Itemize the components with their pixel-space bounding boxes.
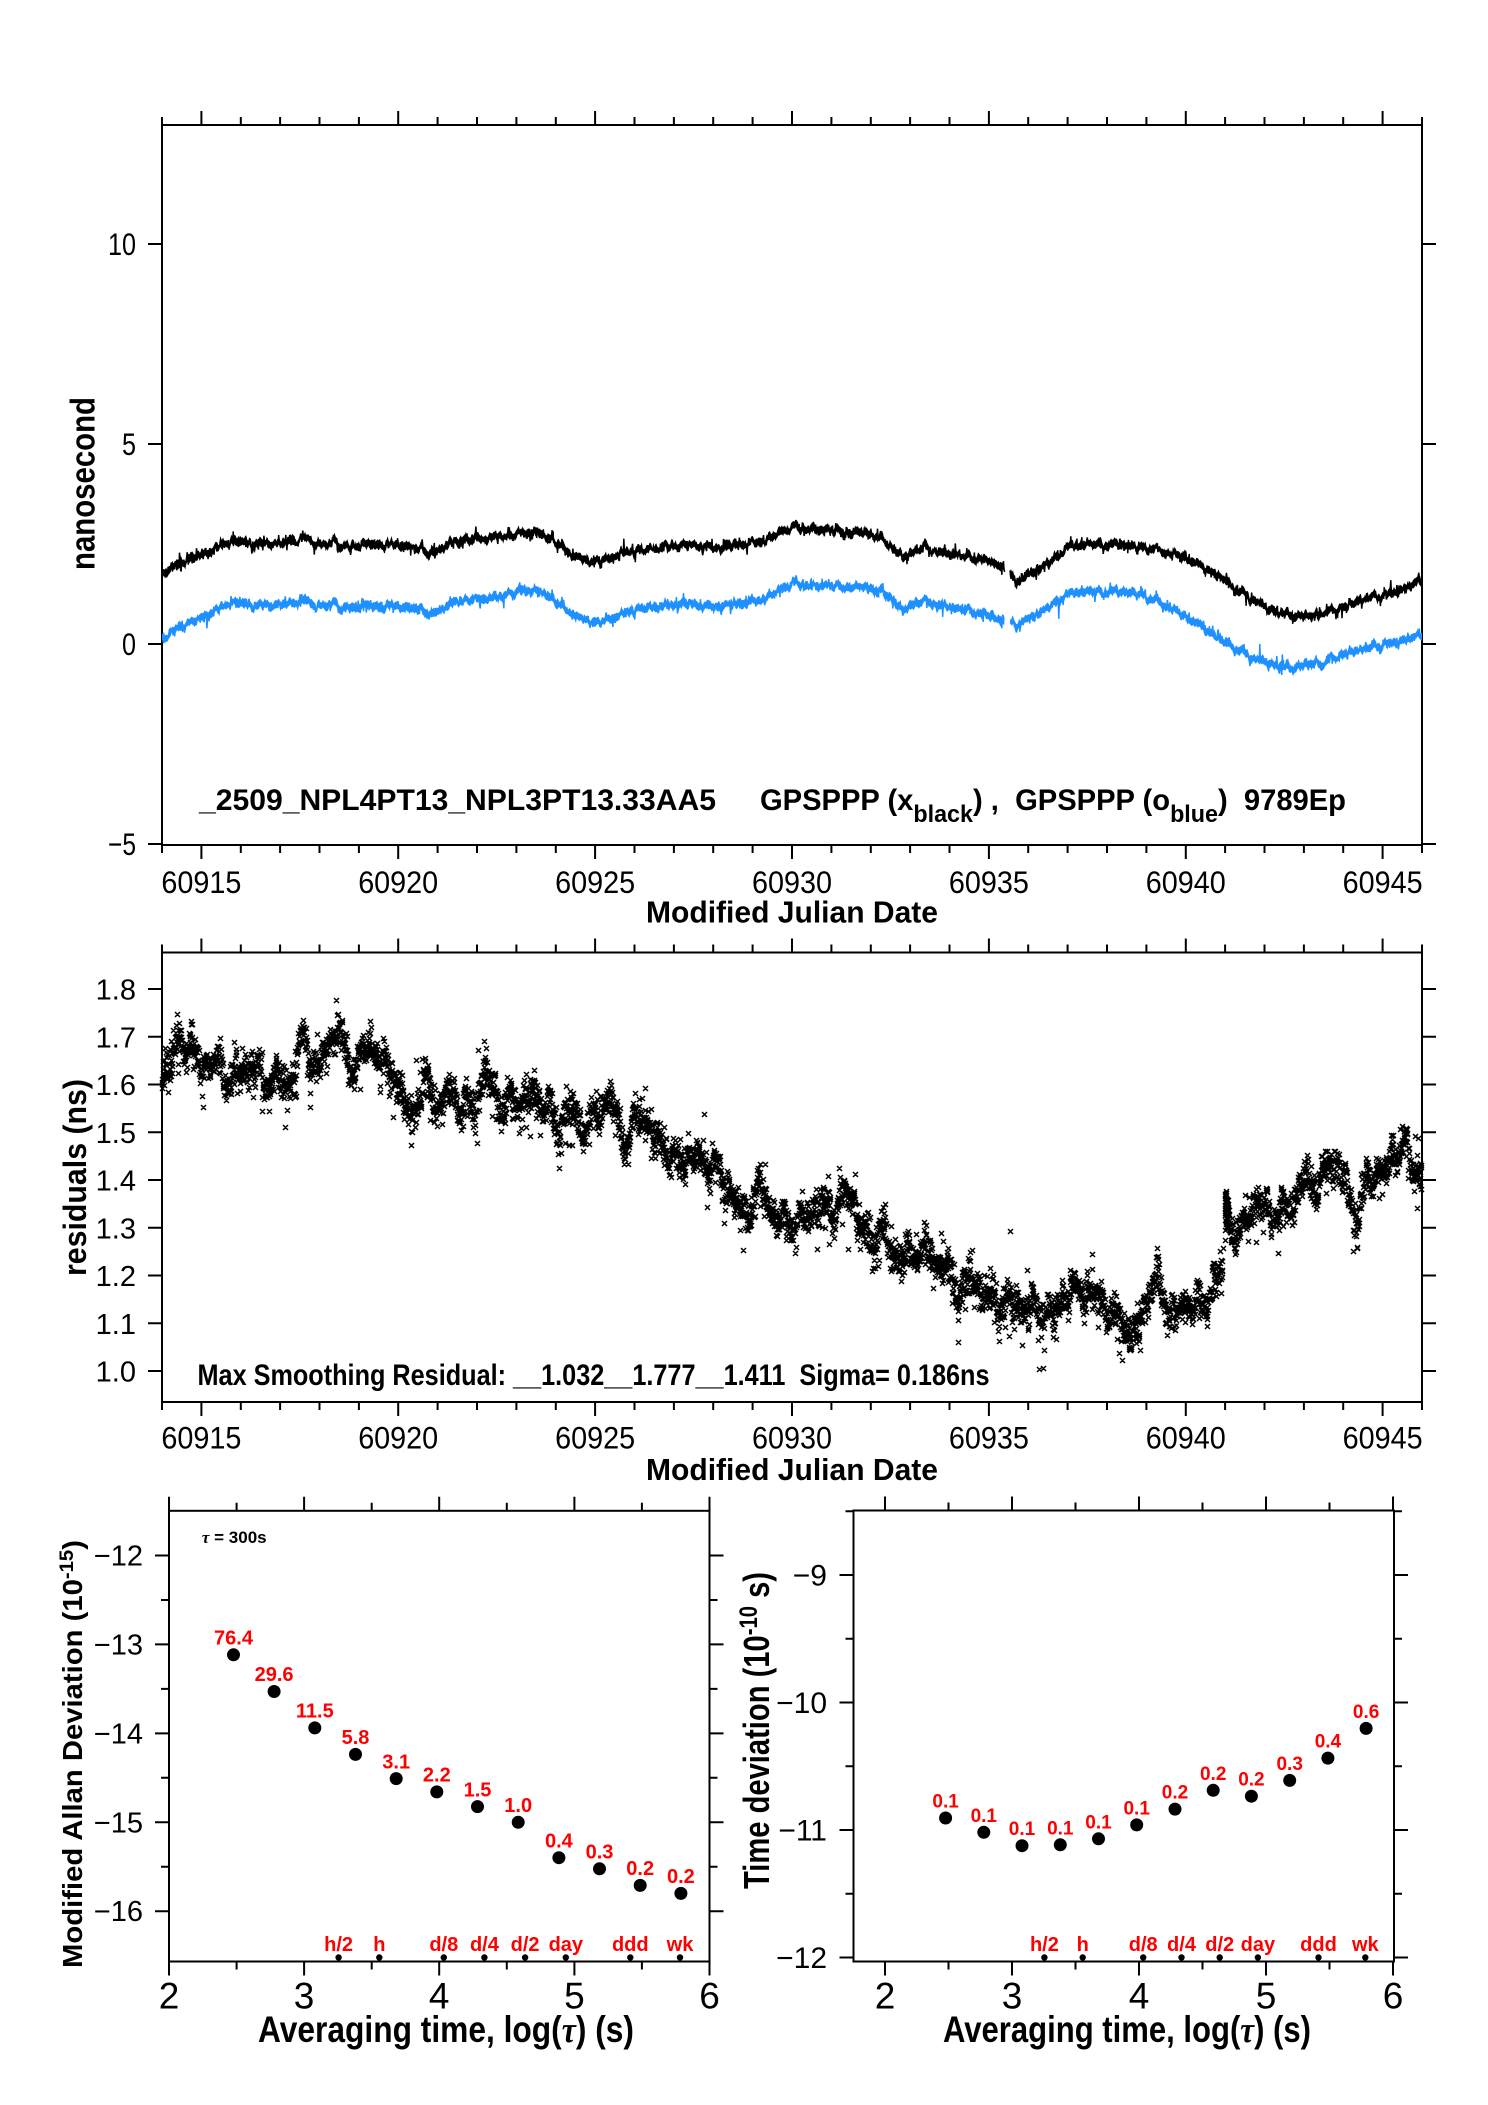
svg-text:residuals (ns): residuals (ns): [57, 1079, 93, 1276]
svg-text:60925: 60925: [555, 864, 635, 900]
svg-text:60930: 60930: [752, 1420, 832, 1456]
svg-text:wk: wk: [1351, 1934, 1380, 1956]
svg-text:3: 3: [1002, 1976, 1023, 2017]
svg-text:5: 5: [122, 426, 136, 462]
svg-text:h: h: [1077, 1934, 1089, 1956]
svg-text:1.4: 1.4: [96, 1166, 136, 1198]
svg-text:0.3: 0.3: [1276, 1754, 1302, 1775]
svg-text:0.2: 0.2: [626, 1858, 654, 1880]
svg-text:ddd: ddd: [612, 1934, 649, 1956]
svg-text:0.1: 0.1: [1085, 1812, 1112, 1833]
svg-text:0.1: 0.1: [932, 1792, 959, 1813]
svg-text:60925: 60925: [555, 1420, 635, 1456]
svg-text:60920: 60920: [358, 864, 438, 900]
svg-text:60915: 60915: [161, 1420, 241, 1456]
svg-text:−15: −15: [94, 1807, 143, 1839]
svg-text:6: 6: [699, 1976, 720, 2017]
svg-text:5.8: 5.8: [342, 1727, 370, 1749]
svg-text:d/8: d/8: [429, 1934, 458, 1956]
svg-text:10: 10: [108, 226, 136, 262]
svg-text:Averaging time, log(τ) (s): Averaging time, log(τ) (s): [943, 2008, 1311, 2051]
svg-text:1.1: 1.1: [96, 1309, 136, 1341]
svg-text:h/2: h/2: [1030, 1934, 1059, 1956]
svg-text:1.8: 1.8: [96, 975, 136, 1007]
svg-text:3.1: 3.1: [382, 1751, 410, 1773]
svg-text:1.5: 1.5: [464, 1779, 492, 1801]
svg-text:0.1: 0.1: [1009, 1819, 1036, 1840]
svg-text:0.3: 0.3: [586, 1842, 614, 1864]
svg-text:Modified Julian Date: Modified Julian Date: [646, 895, 938, 930]
svg-text:60930: 60930: [752, 864, 832, 900]
svg-text:29.6: 29.6: [255, 1664, 294, 1686]
svg-text:2: 2: [159, 1976, 180, 2017]
svg-text:d/8: d/8: [1129, 1934, 1158, 1956]
svg-text:day: day: [1241, 1934, 1276, 1956]
svg-text:0.4: 0.4: [545, 1830, 574, 1852]
svg-text:11.5: 11.5: [296, 1701, 334, 1723]
svg-text:ddd: ddd: [1300, 1934, 1337, 1956]
svg-text:Modified Julian Date: Modified Julian Date: [646, 1452, 938, 1487]
svg-text:1.5: 1.5: [96, 1118, 136, 1150]
svg-text:2: 2: [875, 1976, 896, 2017]
svg-text:0.4: 0.4: [1315, 1732, 1342, 1753]
svg-text:1.0: 1.0: [504, 1795, 532, 1817]
svg-text:0: 0: [122, 626, 136, 662]
svg-text:60945: 60945: [1343, 864, 1423, 900]
svg-text:0.2: 0.2: [1238, 1770, 1264, 1791]
svg-text:−5: −5: [108, 826, 136, 862]
svg-text:d/2: d/2: [511, 1934, 540, 1956]
svg-text:Max Smoothing Residual: __1.03: Max Smoothing Residual: __1.032__1.777__…: [198, 1359, 990, 1392]
svg-text:5: 5: [1256, 1976, 1277, 2017]
svg-text:3: 3: [294, 1976, 315, 2017]
svg-text:0.2: 0.2: [667, 1866, 695, 1888]
svg-text:d/4: d/4: [470, 1934, 500, 1956]
svg-text:0.1: 0.1: [971, 1806, 998, 1827]
svg-text:_2509_NPL4PT13_NPL3PT13.33AA5: _2509_NPL4PT13_NPL3PT13.33AA5: [198, 784, 716, 817]
svg-text:Modified Allan Deviation (10-1: Modified Allan Deviation (10-15): [57, 1540, 88, 1968]
svg-text:1.6: 1.6: [96, 1070, 136, 1102]
svg-text:day: day: [549, 1934, 584, 1956]
svg-text:60935: 60935: [949, 864, 1029, 900]
svg-text:−9: −9: [793, 1560, 827, 1593]
svg-text:−13: −13: [94, 1629, 143, 1661]
svg-text:60935: 60935: [949, 1420, 1029, 1456]
svg-text:−11: −11: [778, 1815, 827, 1848]
svg-text:0.1: 0.1: [1047, 1818, 1074, 1839]
svg-text:−12: −12: [94, 1541, 143, 1573]
svg-text:60915: 60915: [161, 864, 241, 900]
svg-text:nanosecond: nanosecond: [65, 397, 103, 570]
svg-text:60920: 60920: [358, 1420, 438, 1456]
svg-text:4: 4: [1129, 1976, 1150, 2017]
svg-text:d/2: d/2: [1205, 1934, 1234, 1956]
svg-text:2.2: 2.2: [423, 1765, 451, 1787]
svg-text:76.4: 76.4: [214, 1628, 254, 1650]
svg-text:wk: wk: [666, 1934, 695, 1956]
svg-text:60940: 60940: [1146, 864, 1226, 900]
svg-text:60940: 60940: [1146, 1420, 1226, 1456]
svg-text:d/4: d/4: [1167, 1934, 1197, 1956]
svg-text:0.2: 0.2: [1200, 1764, 1226, 1785]
svg-text:0.6: 0.6: [1353, 1702, 1379, 1723]
svg-text:1.2: 1.2: [96, 1261, 136, 1293]
svg-text:τ = 300s: τ = 300s: [202, 1528, 267, 1547]
svg-text:0.2: 0.2: [1162, 1783, 1188, 1804]
svg-text:−10: −10: [776, 1687, 827, 1720]
svg-text:−16: −16: [94, 1896, 143, 1928]
svg-text:h: h: [373, 1934, 385, 1956]
svg-text:h/2: h/2: [324, 1934, 353, 1956]
svg-text:4: 4: [429, 1976, 450, 2017]
svg-text:1.7: 1.7: [96, 1023, 136, 1055]
svg-text:6: 6: [1383, 1976, 1404, 2017]
svg-text:1.3: 1.3: [96, 1214, 136, 1246]
svg-text:Averaging time, log(τ) (s): Averaging time, log(τ) (s): [258, 2008, 634, 2051]
svg-text:−14: −14: [94, 1718, 143, 1750]
svg-text:60945: 60945: [1343, 1420, 1423, 1456]
svg-text:5: 5: [564, 1976, 585, 2017]
svg-text:1.0: 1.0: [96, 1357, 136, 1389]
svg-text:0.1: 0.1: [1123, 1798, 1150, 1819]
svg-text:−12: −12: [776, 1942, 827, 1975]
